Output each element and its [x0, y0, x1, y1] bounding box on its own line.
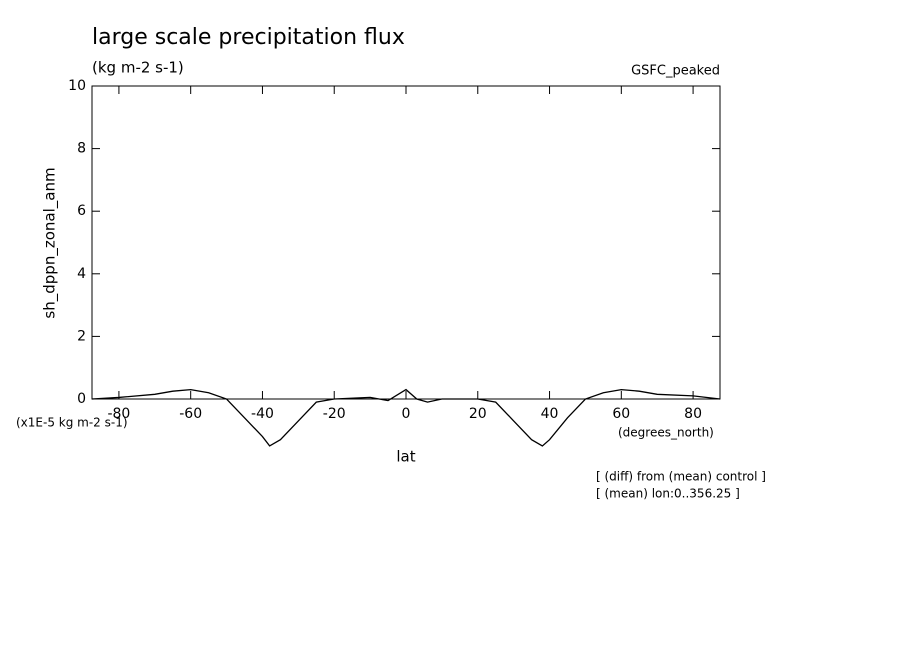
- chart-title: large scale precipitation flux: [92, 25, 405, 50]
- y-tick-label: 2: [77, 328, 86, 344]
- x-tick-label: 20: [469, 406, 487, 422]
- x-axis-label: lat: [396, 448, 415, 466]
- x-tick-label: 0: [402, 406, 411, 422]
- dataset-label: GSFC_peaked: [631, 64, 720, 79]
- y-tick-label: 6: [77, 203, 86, 219]
- x-tick-label: -60: [179, 406, 202, 422]
- y-tick-label: 0: [77, 391, 86, 407]
- annotation: [ (mean) lon:0..356.25 ]: [596, 487, 740, 501]
- x-tick-label: 80: [684, 406, 702, 422]
- annotation: [ (diff) from (mean) control ]: [596, 470, 766, 484]
- x-tick-label: -20: [323, 406, 346, 422]
- x-units: (degrees_north): [618, 426, 714, 440]
- y-axis-label: sh_dppn_zonal_anm: [41, 167, 60, 318]
- data-line: [91, 388, 721, 447]
- y-tick-label: 4: [77, 266, 86, 282]
- y-tick-label: 8: [77, 141, 86, 157]
- x-tick-label: 60: [612, 406, 630, 422]
- x-tick-label: -40: [251, 406, 274, 422]
- y-units: (x1E-5 kg m-2 s-1): [16, 416, 128, 430]
- chart-subtitle: (kg m-2 s-1): [92, 59, 184, 77]
- x-tick-label: 40: [541, 406, 559, 422]
- y-tick-label: 10: [68, 78, 86, 94]
- x-tick-label: -80: [107, 406, 130, 422]
